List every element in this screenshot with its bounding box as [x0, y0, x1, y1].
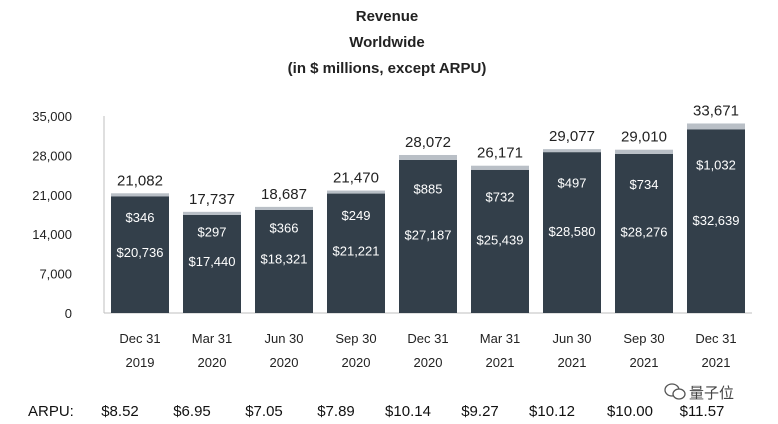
bar-top-cap	[255, 206, 313, 210]
bar-upper-label: $297	[198, 224, 227, 239]
bar-lower-label: $18,321	[261, 252, 308, 267]
bar-base-segment	[471, 169, 529, 313]
bar-top-cap	[399, 154, 457, 160]
bar-top-cap	[471, 165, 529, 170]
bar-total-label: 29,077	[549, 128, 595, 145]
watermark: 量子位	[664, 383, 734, 402]
bar-top-cap	[543, 149, 601, 153]
arpu-values: $8.52 $6.95 $7.05 $7.89 $10.14 $9.27 $10.12 $10…	[101, 403, 724, 420]
x-category-label: Jun 30	[264, 331, 303, 346]
bar-lower-label: $28,580	[549, 224, 596, 239]
y-tick-label: 0	[65, 306, 72, 321]
arpu-value: $10.00	[607, 403, 653, 420]
bar-top-cap	[111, 193, 169, 197]
chart-title-line: Worldwide	[349, 34, 425, 51]
x-axis-labels: Dec 31 2019 Mar 31 2020 Jun 30 2020 Sep 30 2020…	[119, 331, 736, 370]
x-category-label: 2021	[702, 355, 731, 370]
y-tick-label: 14,000	[32, 227, 72, 242]
bar-top-cap	[183, 211, 241, 215]
x-category-label: 2020	[270, 355, 299, 370]
bar-upper-label: $346	[126, 210, 155, 225]
bar-lower-label: $25,439	[477, 232, 524, 247]
bar-total-label: 18,687	[261, 186, 307, 203]
x-category-label: 2021	[630, 355, 659, 370]
x-category-label: Mar 31	[480, 331, 520, 346]
y-tick-label: 28,000	[32, 148, 72, 163]
wechat-icon	[664, 383, 686, 400]
bar-top-cap	[687, 123, 745, 130]
bar-upper-label: $1,032	[696, 158, 736, 173]
bar-upper-label: $249	[342, 208, 371, 223]
arpu-value: $9.27	[461, 403, 499, 420]
bar-base-segment	[327, 193, 385, 313]
bar-upper-label: $732	[486, 189, 515, 204]
bar-lower-label: $32,639	[693, 213, 740, 228]
arpu-row-label: ARPU:	[28, 403, 74, 420]
watermark-text: 量子位	[689, 384, 734, 402]
x-category-label: Jun 30	[552, 331, 591, 346]
y-tick-label: 21,000	[32, 188, 72, 203]
arpu-value: $6.95	[173, 403, 211, 420]
arpu-value: $8.52	[101, 403, 139, 420]
bar-base-segment	[399, 159, 457, 313]
x-category-label: 2019	[126, 355, 155, 370]
x-category-label: 2021	[486, 355, 515, 370]
bar-base-segment	[687, 129, 745, 313]
bar-total-label: 21,082	[117, 172, 163, 189]
arpu-value: $7.89	[317, 403, 355, 420]
bar-total-label: 17,737	[189, 191, 235, 208]
x-category-label: 2021	[558, 355, 587, 370]
bar-upper-label: $366	[270, 221, 299, 236]
bar-base-segment	[111, 196, 169, 313]
x-category-label: Dec 31	[407, 331, 448, 346]
bar-upper-label: $497	[558, 176, 587, 191]
chart-title-line: (in $ millions, except ARPU)	[288, 60, 487, 77]
x-category-label: Sep 30	[623, 331, 664, 346]
chart-title-line: Revenue	[356, 8, 419, 25]
bar-upper-label: $885	[414, 182, 443, 197]
bar-base-segment	[255, 209, 313, 313]
bar-total-label: 26,171	[477, 145, 523, 162]
bar-lower-label: $28,276	[621, 225, 668, 240]
x-category-label: 2020	[342, 355, 371, 370]
bar-lower-label: $27,187	[405, 228, 452, 243]
y-axis-ticks: 0 7,000 14,000 21,000 28,000 35,000	[32, 109, 72, 321]
bar-top-cap	[327, 190, 385, 194]
bar-lower-label: $20,736	[117, 245, 164, 260]
bar-lower-label: $21,221	[333, 244, 380, 259]
x-category-label: Sep 30	[335, 331, 376, 346]
y-tick-label: 7,000	[39, 267, 72, 282]
x-category-label: Mar 31	[192, 331, 232, 346]
x-category-label: 2020	[198, 355, 227, 370]
x-category-label: Dec 31	[119, 331, 160, 346]
y-tick-label: 35,000	[32, 109, 72, 124]
arpu-value: $10.14	[385, 403, 431, 420]
bar-total-label: 21,470	[333, 170, 379, 187]
arpu-value: $7.05	[245, 403, 283, 420]
bar-base-segment	[183, 214, 241, 313]
bar-top-cap	[615, 149, 673, 154]
arpu-value: $10.12	[529, 403, 575, 420]
bar-base-segment	[543, 152, 601, 313]
bar-total-label: 33,671	[693, 102, 739, 119]
x-category-label: Dec 31	[695, 331, 736, 346]
x-category-label: 2020	[414, 355, 443, 370]
chart-title: Revenue Worldwide (in $ millions, except A…	[288, 8, 487, 77]
bar-total-label: 28,072	[405, 134, 451, 151]
arpu-value: $11.57	[680, 403, 725, 420]
bar-total-label: 29,010	[621, 129, 667, 146]
bar-lower-label: $17,440	[189, 254, 236, 269]
bar-base-segment	[615, 153, 673, 313]
bar-upper-label: $734	[630, 177, 659, 192]
bars: 21,082 $346 $20,736 17,737 $297 $17,440 18,687…	[111, 102, 745, 313]
